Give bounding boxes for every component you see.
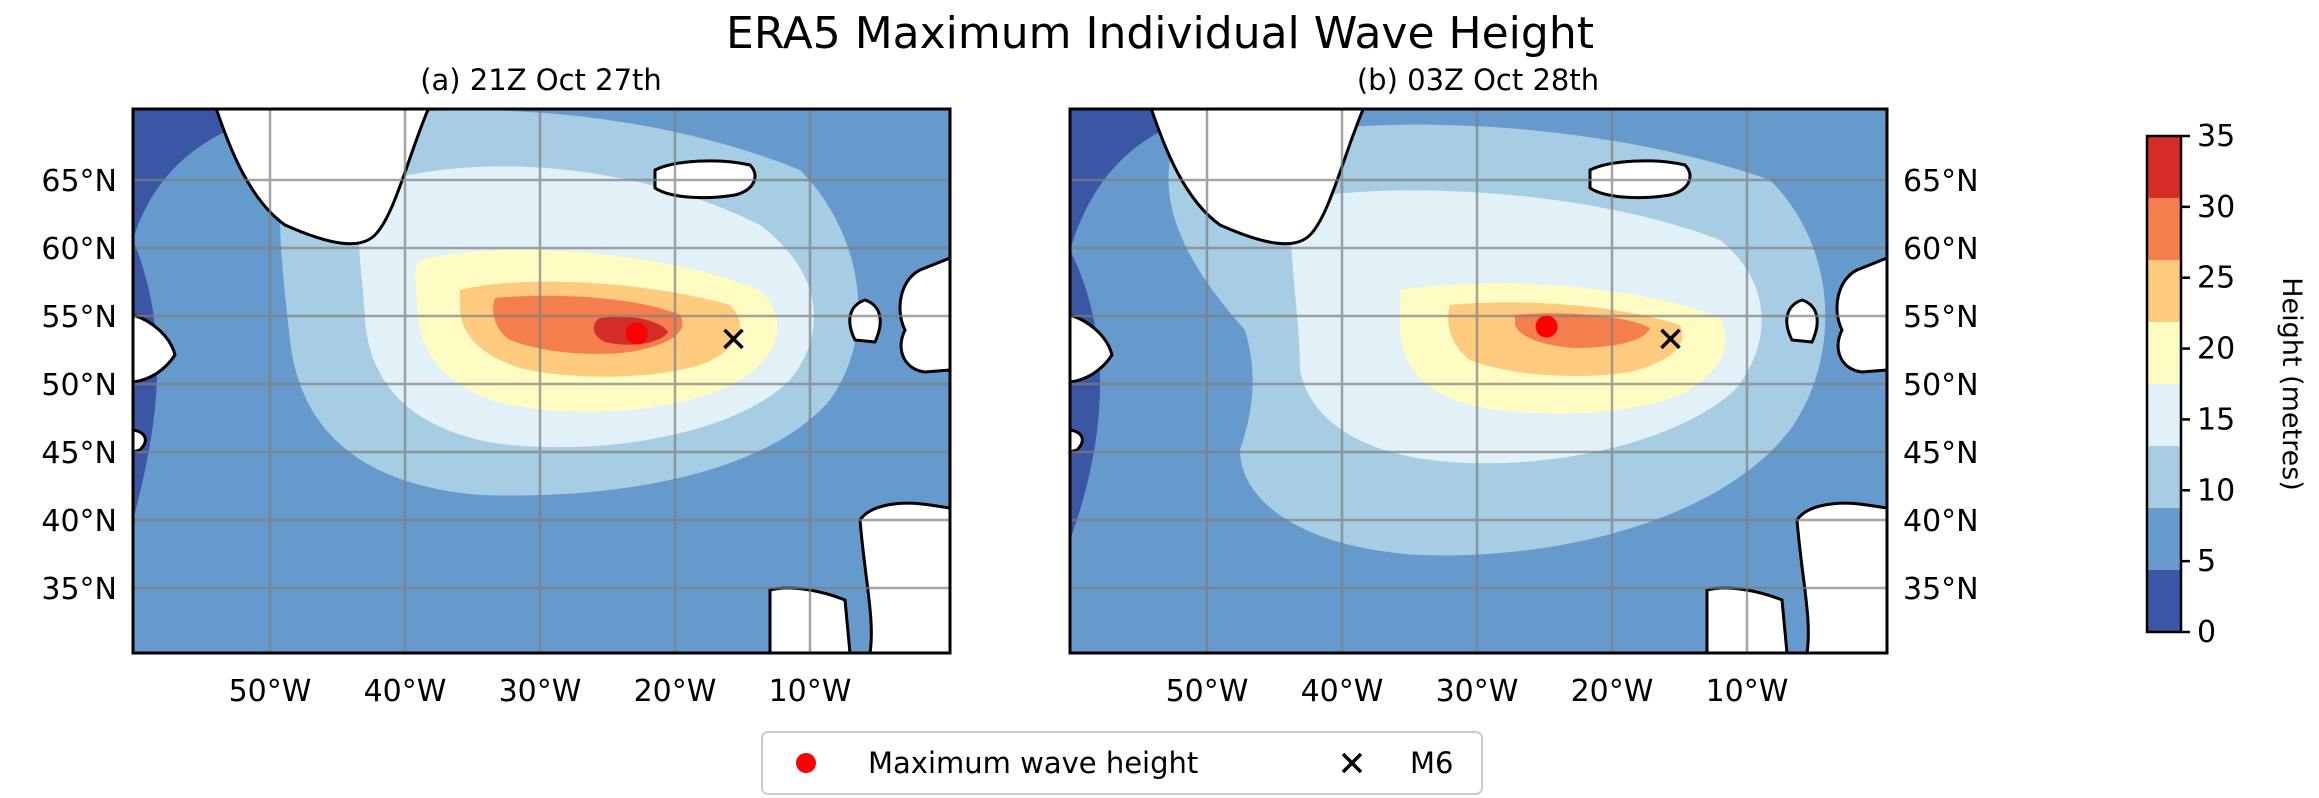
max-wave-height-marker [1535,315,1558,338]
max-marker-legend-icon [796,753,816,773]
colorbar-band [2147,570,2181,632]
colorbar-tick-label: 20 [2197,332,2235,367]
lat-tick-label: 60°N [1903,232,1979,267]
wave-height-field-b [1070,109,1887,653]
markers-b [1535,315,1681,350]
colorbar-tick-label: 15 [2197,402,2235,437]
lat-tick-label: 50°N [41,368,117,403]
colorbar-tick-label: 25 [2197,261,2235,296]
map-frame-b [1068,107,1889,655]
lon-tick-label: 10°W [769,674,852,709]
lat-tick-label: 55°N [1903,300,1979,335]
lon-tick-label: 30°W [499,674,582,709]
lat-tick-label: 50°N [1903,368,1979,403]
colorbar-band [2147,508,2181,570]
map-panel-b: (b) 03Z Oct 28th [1068,63,1979,709]
lon-tick-label: 10°W [1706,674,1789,709]
lon-tick-label: 20°W [1571,674,1654,709]
colorbar-band [2147,136,2181,198]
legend: Maximum wave height M6 [761,731,1483,795]
map-panel-a: (a) 21Z Oct 27th [41,63,952,709]
colorbar-band [2147,198,2181,260]
figure-title: ERA5 Maximum Individual Wave Height [726,8,1594,59]
legend-frame [761,731,1483,795]
m6-buoy-marker [1660,328,1681,350]
legend-max-label: Maximum wave height [868,746,1198,780]
lon-tick-label: 40°W [364,674,447,709]
colorbar-tick-label: 10 [2197,473,2235,508]
colorbar-tick-label: 30 [2197,190,2235,225]
lat-labels-a: 65°N 60°N 55°N 50°N 45°N 40°N 35°N [41,164,117,607]
lat-tick-label: 65°N [1903,164,1979,199]
lat-tick-label: 40°N [1903,504,1979,539]
colorbar-band [2147,322,2181,384]
colorbar-label: Height (metres) [2276,277,2307,491]
lon-tick-label: 50°W [229,674,312,709]
colorbar-frame [2145,134,2183,634]
lat-tick-label: 35°N [41,572,117,607]
graticule-b [1070,109,1887,653]
colorbar-tick-label: 35 [2197,119,2235,154]
legend-m6-label: M6 [1410,746,1453,780]
lon-labels-b: 50°W 40°W 30°W 20°W 10°W [1166,674,1789,709]
lat-tick-label: 45°N [41,436,117,471]
panel-a-subtitle: (a) 21Z Oct 27th [420,63,662,97]
map-frame-a [131,107,952,655]
lon-tick-label: 30°W [1436,674,1519,709]
lon-tick-label: 20°W [634,674,717,709]
lon-labels-a: 50°W 40°W 30°W 20°W 10°W [229,674,852,709]
m6-marker-legend-icon [1341,752,1363,774]
lat-tick-label: 60°N [41,232,117,267]
markers-a [625,322,744,350]
m6-buoy-marker [723,328,744,350]
graticule-a [133,109,950,653]
colorbar-tick-label: 0 [2197,615,2216,650]
lat-tick-label: 55°N [41,300,117,335]
lat-tick-label: 45°N [1903,436,1979,471]
colorbar-tick-label: 5 [2197,544,2216,579]
lat-tick-label: 35°N [1903,572,1979,607]
colorbar-band [2147,446,2181,508]
lon-tick-label: 50°W [1166,674,1249,709]
panel-b-subtitle: (b) 03Z Oct 28th [1357,63,1599,97]
colorbar-ticks: 0 5 10 15 20 25 30 35 [2181,119,2235,650]
colorbar-band [2147,384,2181,446]
lat-tick-label: 65°N [41,164,117,199]
lat-tick-label: 40°N [41,504,117,539]
colorbar-band [2147,260,2181,322]
colorbar-bands [2147,136,2181,632]
lon-tick-label: 40°W [1301,674,1384,709]
max-wave-height-marker [625,322,648,345]
colorbar: 0 5 10 15 20 25 30 35 Height (metres) [2145,119,2307,650]
lat-labels-b: 65°N 60°N 55°N 50°N 45°N 40°N 35°N [1903,164,1979,607]
